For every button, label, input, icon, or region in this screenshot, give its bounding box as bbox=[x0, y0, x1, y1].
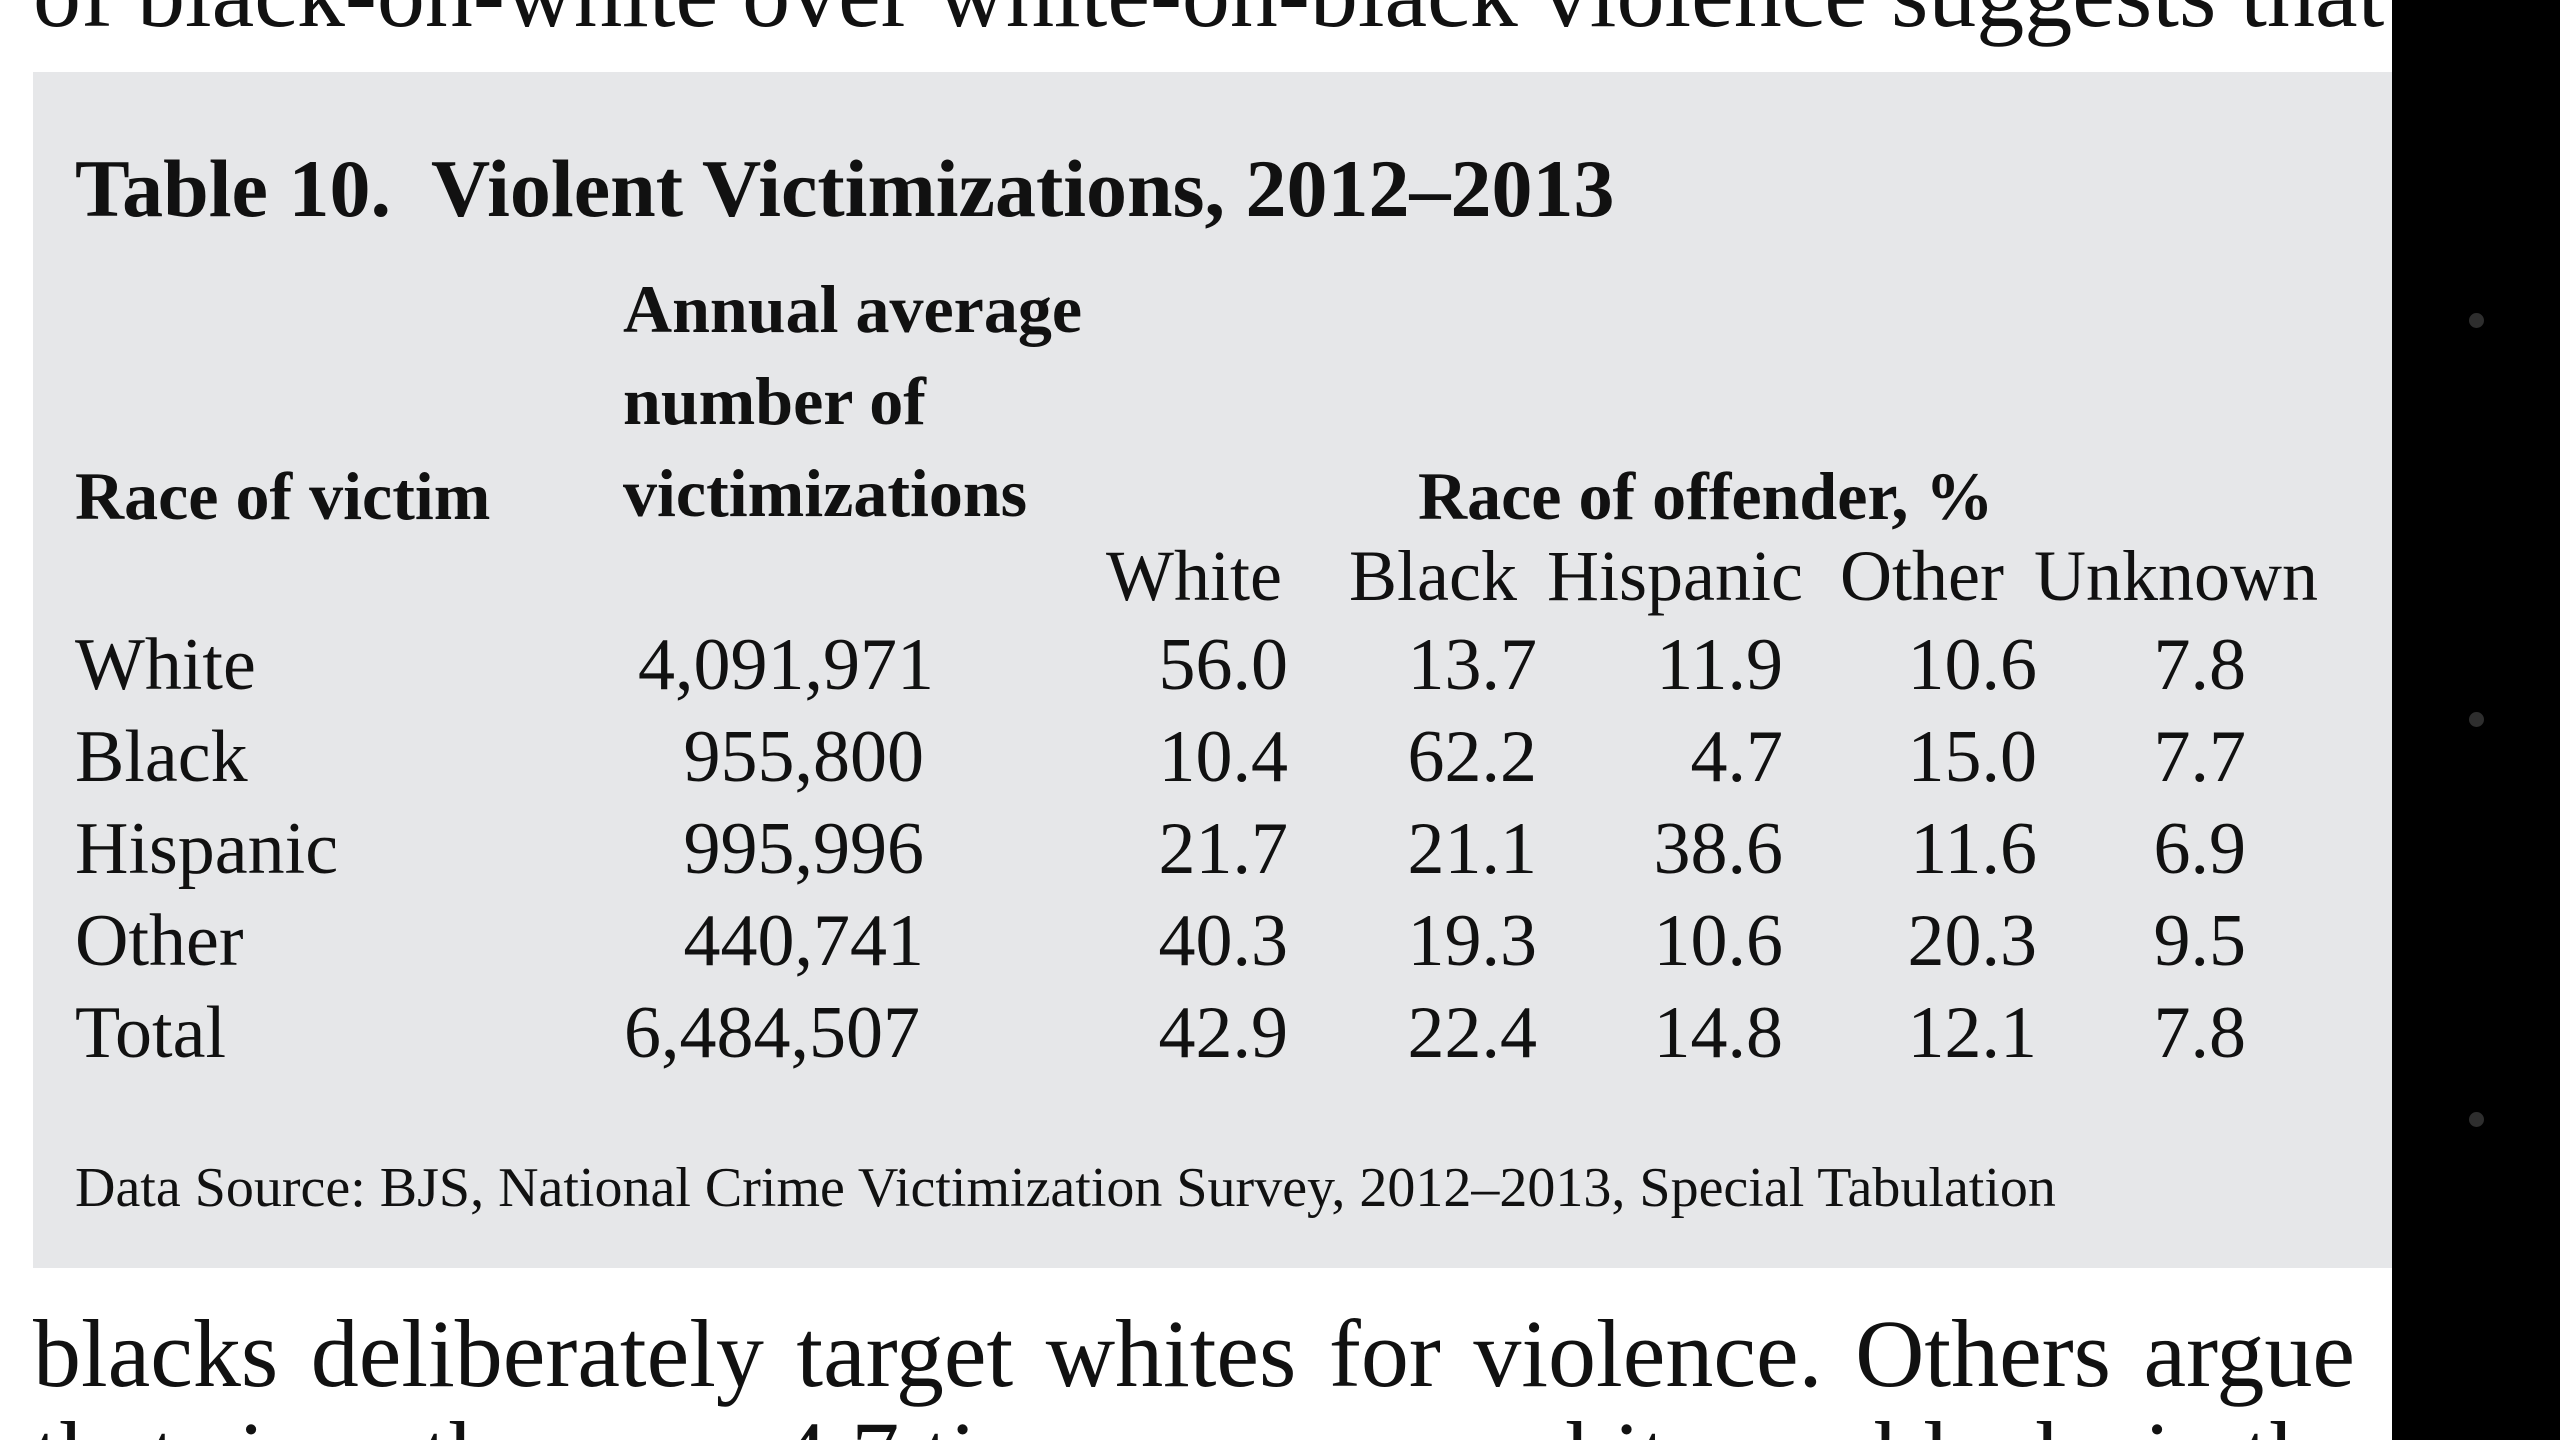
row-white-offender-black: 13.7 bbox=[1407, 624, 1538, 706]
row-total-offender-unknown: 7.8 bbox=[2153, 992, 2247, 1074]
row-white-offender-white: 56.0 bbox=[1158, 624, 1289, 706]
header-annual-line-1: Annual average bbox=[623, 271, 1082, 347]
row-black-annual: 955,800 bbox=[683, 716, 925, 798]
row-other-annual: 440,741 bbox=[683, 900, 925, 982]
header-race-of-offender: Race of offender, % bbox=[1418, 458, 1994, 534]
row-hispanic-offender-unknown: 6.9 bbox=[2153, 808, 2247, 890]
subheader-hispanic: Hispanic bbox=[1547, 536, 1803, 616]
body-text-line-2: that since there are 4.7 times as many w… bbox=[33, 1408, 2360, 1440]
row-other-offender-unknown: 9.5 bbox=[2153, 900, 2247, 982]
row-white-offender-hispanic: 11.9 bbox=[1656, 624, 1783, 706]
row-white-offender-unknown: 7.8 bbox=[2153, 624, 2247, 706]
subheader-other: Other bbox=[1840, 536, 2004, 616]
row-total-annual: 6,484,507 bbox=[624, 992, 920, 1074]
subheader-black: Black bbox=[1349, 536, 1517, 616]
row-black-offender-hispanic: 4.7 bbox=[1690, 716, 1784, 798]
row-black-offender-other: 15.0 bbox=[1907, 716, 2038, 798]
row-hispanic-offender-black: 21.1 bbox=[1407, 808, 1538, 890]
row-black-offender-black: 62.2 bbox=[1407, 716, 1538, 798]
row-total-offender-black: 22.4 bbox=[1407, 992, 1538, 1074]
row-black-victim: Black bbox=[75, 716, 248, 798]
header-annual-line-3: victimizations bbox=[623, 455, 1028, 531]
page-indicator-dot[interactable] bbox=[2469, 313, 2484, 328]
row-total-victim: Total bbox=[75, 992, 226, 1074]
table-title-text: Violent Victimizations, 2012–2013 bbox=[430, 143, 1615, 234]
row-white-annual: 4,091,971 bbox=[638, 624, 934, 706]
row-other-offender-other: 20.3 bbox=[1907, 900, 2038, 982]
row-white-offender-other: 10.6 bbox=[1907, 624, 2038, 706]
table-number: Table 10. bbox=[75, 143, 391, 234]
page-indicator-dot[interactable] bbox=[2469, 1112, 2484, 1127]
row-hispanic-offender-other: 11.6 bbox=[1910, 808, 2037, 890]
header-race-of-victim: Race of victim bbox=[75, 458, 491, 534]
row-total-offender-other: 12.1 bbox=[1907, 992, 2038, 1074]
body-text-line-above: of black-on-white over white-on-black vi… bbox=[33, 0, 2384, 42]
body-text-line-1: blacks deliberately target whites for vi… bbox=[33, 1300, 2355, 1407]
row-total-offender-white: 42.9 bbox=[1158, 992, 1289, 1074]
page-indicator-dot[interactable] bbox=[2469, 712, 2484, 727]
header-annual-average: Annual average number of victimizations bbox=[623, 263, 1082, 539]
row-white-victim: White bbox=[75, 624, 256, 706]
row-total-offender-hispanic: 14.8 bbox=[1653, 992, 1784, 1074]
row-hispanic-annual: 995,996 bbox=[683, 808, 925, 890]
row-other-victim: Other bbox=[75, 900, 244, 982]
row-black-offender-unknown: 7.7 bbox=[2153, 716, 2247, 798]
row-hispanic-victim: Hispanic bbox=[75, 808, 339, 890]
subheader-white: White bbox=[1106, 536, 1282, 616]
row-other-offender-hispanic: 10.6 bbox=[1653, 900, 1784, 982]
subheader-unknown: Unknown bbox=[2034, 536, 2318, 616]
row-hispanic-offender-hispanic: 38.6 bbox=[1653, 808, 1784, 890]
table-source-note: Data Source: BJS, National Crime Victimi… bbox=[75, 1157, 2056, 1219]
row-black-offender-white: 10.4 bbox=[1158, 716, 1289, 798]
row-other-offender-black: 19.3 bbox=[1407, 900, 1538, 982]
table-panel bbox=[33, 72, 2392, 1268]
table-title: Table 10. Violent Victimizations, 2012–20… bbox=[75, 148, 1615, 230]
row-other-offender-white: 40.3 bbox=[1158, 900, 1289, 982]
header-annual-line-2: number of bbox=[623, 363, 926, 439]
row-hispanic-offender-white: 21.7 bbox=[1158, 808, 1289, 890]
